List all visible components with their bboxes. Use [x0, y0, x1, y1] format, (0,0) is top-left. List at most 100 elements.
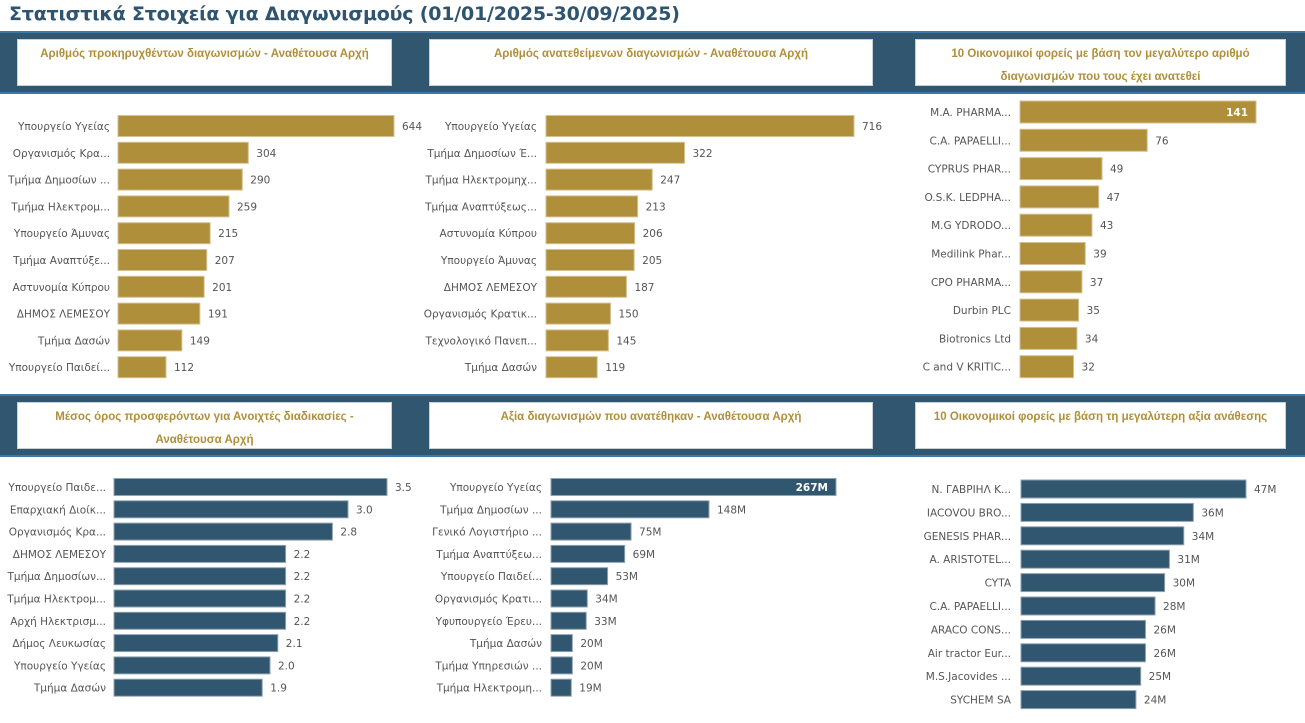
value-label: 34 [1085, 333, 1099, 345]
bar[interactable] [113, 544, 287, 563]
bar-row: M.A. PHARMA... 141 [930, 100, 1257, 124]
value-label: 49 [1110, 164, 1123, 176]
bar[interactable] [545, 141, 686, 164]
bar[interactable] [1019, 128, 1148, 152]
bar[interactable] [113, 567, 287, 586]
bar[interactable] [117, 356, 167, 379]
bar[interactable] [1019, 185, 1100, 209]
bar[interactable] [545, 356, 598, 379]
bar-row: Υπουργείο Άμυνας 215 [13, 222, 238, 245]
bar[interactable] [117, 249, 208, 271]
bar[interactable] [113, 678, 263, 697]
bar[interactable] [550, 656, 573, 675]
bar[interactable] [545, 302, 612, 325]
bar[interactable] [1019, 355, 1075, 379]
bar[interactable] [117, 302, 201, 325]
bar[interactable] [113, 500, 349, 519]
category-label: Τμήμα Υπηρεσιών ... [434, 660, 542, 672]
bar-row: ΔΗΜΟΣ ΛΕΜΕΣΟΥ 191 [17, 302, 228, 325]
bar[interactable] [550, 589, 588, 608]
value-label: 207 [215, 255, 235, 267]
bar[interactable] [550, 567, 609, 586]
bar[interactable] [113, 611, 287, 630]
bar[interactable] [113, 589, 287, 608]
bar[interactable] [550, 478, 837, 496]
bar[interactable] [117, 141, 249, 164]
bar[interactable] [1020, 666, 1142, 686]
category-label: A. ARISTOTEL... [929, 554, 1011, 566]
bar[interactable] [1020, 573, 1166, 593]
value-label: 26M [1153, 624, 1175, 636]
bar[interactable] [545, 168, 653, 191]
bar[interactable] [1020, 619, 1146, 639]
value-label: 76 [1155, 135, 1169, 147]
page-title: Στατιστικά Στοιχεία για Διαγωνισμούς (01… [9, 3, 680, 25]
bar[interactable] [545, 275, 627, 298]
bar[interactable] [1019, 100, 1257, 124]
bar[interactable] [550, 611, 587, 630]
bar-row: Αστυνομία Κύπρου 206 [440, 222, 663, 245]
value-label: 290 [250, 175, 270, 187]
bar[interactable] [550, 634, 573, 653]
category-label: C and V KRITIC... [923, 362, 1011, 374]
bar-row: Τμήμα Δασών 20M [469, 634, 603, 653]
bar[interactable] [113, 656, 271, 675]
top-banner: Αριθμός προκηρυχθέντων διαγωνισμών - Ανα… [0, 31, 1305, 94]
bar[interactable] [1019, 270, 1083, 294]
category-label: Durbin PLC [953, 305, 1011, 317]
bar-row: Τμήμα Ηλεκτρομ... 2.2 [6, 589, 310, 608]
category-label: O.S.K. LEDPHA... [924, 192, 1011, 204]
bar[interactable] [117, 222, 211, 245]
bar[interactable] [1020, 479, 1247, 499]
bar[interactable] [1019, 157, 1103, 181]
bar[interactable] [113, 634, 279, 653]
value-label: 213 [646, 201, 666, 213]
bar[interactable] [545, 249, 635, 271]
bar[interactable] [550, 678, 572, 697]
bar[interactable] [545, 329, 609, 352]
bar[interactable] [113, 478, 388, 496]
bar[interactable] [550, 500, 710, 519]
bar[interactable] [117, 168, 243, 191]
value-label: 53M [616, 571, 638, 583]
bar[interactable] [117, 195, 230, 218]
value-label: 36M [1201, 507, 1223, 519]
category-label: Οργανισμός Κρα... [9, 527, 106, 539]
bar[interactable] [1020, 549, 1170, 569]
bar[interactable] [1020, 502, 1194, 522]
value-label: 148M [717, 504, 746, 516]
bar-row: Τεχνολογικό Πανεπ... 145 [425, 329, 636, 352]
bar[interactable] [545, 222, 636, 245]
bar[interactable] [1020, 526, 1185, 546]
bar[interactable] [117, 329, 183, 352]
bar-row: A. ARISTOTEL... 31M [929, 549, 1200, 569]
bar[interactable] [1019, 298, 1080, 322]
category-label: Medilink Phar... [931, 249, 1011, 261]
category-label: Τμήμα Δημοσίων ... [7, 175, 110, 187]
bar[interactable] [545, 115, 855, 137]
category-label: Τμήμα Δημοσίων Έ... [426, 148, 537, 160]
bar[interactable] [1020, 596, 1156, 616]
bar-row: GENESIS PHAR... 34M [924, 526, 1214, 546]
value-label: 187 [634, 282, 654, 294]
bar[interactable] [117, 115, 395, 137]
bar[interactable] [1020, 643, 1146, 663]
category-label: Υπουργείο Υγείας [17, 121, 110, 133]
bar[interactable] [1019, 213, 1093, 237]
bar[interactable] [545, 195, 639, 218]
bar[interactable] [1020, 690, 1137, 710]
bar-row: Τμήμα Αναπτύξεως... 213 [424, 195, 666, 218]
bar[interactable] [550, 544, 626, 563]
value-label: 1.9 [270, 683, 287, 695]
bar[interactable] [550, 522, 632, 541]
bar-row: Τμήμα Δασών 149 [37, 329, 210, 352]
bar[interactable] [117, 275, 205, 298]
category-label: Υπουργείο Υγείας [444, 121, 537, 133]
bar[interactable] [113, 522, 333, 541]
card-title-awarded-tenders: Αριθμός ανατεθείμενων διαγωνισμών - Αναθ… [429, 39, 873, 86]
bar[interactable] [1019, 326, 1078, 350]
bar[interactable] [1019, 242, 1086, 265]
value-label: 39 [1093, 249, 1106, 261]
